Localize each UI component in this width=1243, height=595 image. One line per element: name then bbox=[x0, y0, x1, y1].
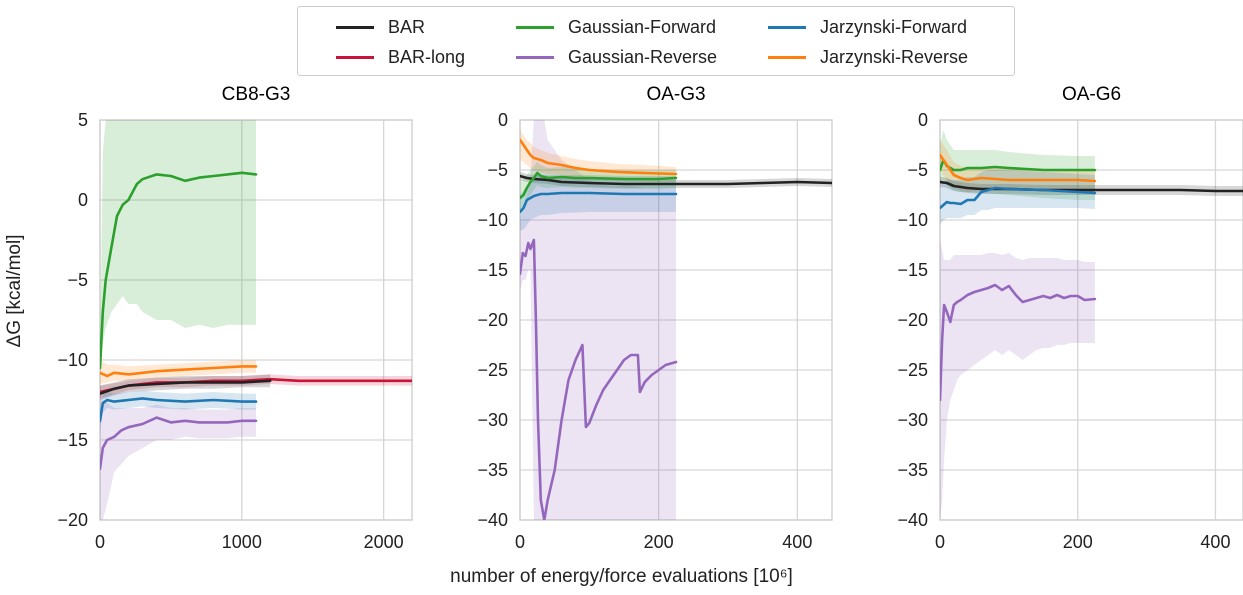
legend-label-bar-long: BAR-long bbox=[388, 46, 466, 67]
panel-title: CB8-G3 bbox=[222, 84, 291, 105]
legend-swatch-jarzynski-forward bbox=[768, 25, 806, 29]
y-tick-label: −5 bbox=[67, 270, 88, 290]
series-line-jarzynski-forward bbox=[100, 397, 258, 423]
series-line-jarzynski-forward bbox=[520, 191, 678, 214]
y-tick-label: −10 bbox=[57, 350, 88, 370]
legend-label-bar: BAR bbox=[388, 16, 426, 37]
y-tick-label: −20 bbox=[897, 310, 928, 330]
panel-data bbox=[940, 130, 1243, 520]
legend-item-gaussian-forward: Gaussian-Forward bbox=[516, 15, 716, 39]
series-line-jarzynski-reverse bbox=[100, 365, 258, 378]
legend-swatch-bar-long bbox=[336, 55, 374, 59]
legend-label-jarzynski-reverse: Jarzynski-Reverse bbox=[820, 46, 969, 67]
y-tick-label: 5 bbox=[78, 110, 88, 130]
y-tick-label: −15 bbox=[897, 260, 928, 280]
series-line-jarzynski-forward bbox=[940, 186, 1097, 210]
y-tick-label: −10 bbox=[477, 210, 508, 230]
y-tick-label: −20 bbox=[477, 310, 508, 330]
figure-canvas: 50−5−10−15−200 1000 2000CB8-G30−5−10−15−20… bbox=[57, 84, 1243, 552]
band-jarzynski-reverse bbox=[100, 360, 256, 384]
y-tick-label: 0 bbox=[498, 110, 508, 130]
legend-swatch-gaussian-forward bbox=[516, 25, 554, 29]
legend-item-gaussian-reverse: Gaussian-Reverse bbox=[516, 45, 717, 69]
y-tick-label: 0 bbox=[918, 110, 928, 130]
panel-oa-g6: 0 −5 −10 −15 −20 −25 −30 −35 −40 0 200 400 OA-G6 bbox=[897, 84, 1243, 552]
band-gaussian-forward bbox=[940, 130, 1095, 200]
y-tick-label: −15 bbox=[477, 260, 508, 280]
x-tick-label: 200 bbox=[644, 532, 674, 552]
y-tick-label: −10 bbox=[897, 210, 928, 230]
series-line-bar bbox=[100, 379, 272, 395]
series-line-bar-long bbox=[100, 377, 412, 394]
series-line-jarzynski-reverse bbox=[520, 138, 678, 176]
y-tick-label: −25 bbox=[897, 360, 928, 380]
series-line-gaussian-reverse bbox=[100, 416, 258, 471]
legend-item-bar-long: BAR-long bbox=[336, 45, 465, 69]
x-tick-label: 200 bbox=[1063, 532, 1093, 552]
y-tick-label: −30 bbox=[897, 410, 928, 430]
band-jarzynski-forward bbox=[520, 175, 676, 230]
legend-swatch-bar bbox=[336, 25, 374, 29]
y-tick-label: −40 bbox=[477, 510, 508, 530]
x-tick-label: 1000 bbox=[222, 532, 262, 552]
band-gaussian-forward bbox=[100, 120, 256, 373]
y-axis-label: ΔG [kcal/mol] bbox=[4, 234, 25, 348]
legend-label-jarzynski-forward: Jarzynski-Forward bbox=[820, 16, 968, 37]
y-tick-label: −25 bbox=[477, 360, 508, 380]
plot-frame bbox=[939, 119, 1243, 521]
series-line-jarzynski-reverse bbox=[940, 153, 1097, 183]
x-tick-label: 0 bbox=[515, 532, 525, 552]
legend-item-bar: BAR bbox=[336, 15, 425, 39]
y-tick-label: −30 bbox=[477, 410, 508, 430]
panel-cb8-g3: 5 0 −5 −10 −15 −20 0 1000 2000 CB8-G3 bbox=[57, 84, 413, 552]
band-gaussian-reverse bbox=[100, 392, 256, 520]
panel-data bbox=[100, 120, 412, 520]
legend-item-jarzynski-reverse: Jarzynski-Reverse bbox=[768, 45, 968, 69]
series-line-gaussian-forward bbox=[100, 171, 258, 370]
legend-swatch-gaussian-reverse bbox=[516, 55, 554, 59]
legend: BAR BAR-long Gaussian-Forward Gaussian-R… bbox=[297, 6, 1015, 76]
y-tick-label: 0 bbox=[78, 190, 88, 210]
x-tick-label: 0 bbox=[935, 532, 945, 552]
plot-frame bbox=[99, 119, 413, 521]
panel-title: OA-G3 bbox=[646, 84, 705, 105]
legend-item-jarzynski-forward: Jarzynski-Forward bbox=[768, 15, 967, 39]
x-tick-label: 400 bbox=[1200, 532, 1230, 552]
series-line-gaussian-reverse bbox=[520, 238, 678, 520]
y-tick-label: −40 bbox=[897, 510, 928, 530]
legend-label-gaussian-reverse: Gaussian-Reverse bbox=[568, 46, 718, 67]
series-line-gaussian-forward bbox=[520, 171, 678, 200]
series-line-gaussian-reverse bbox=[940, 283, 1097, 402]
legend-swatch-jarzynski-reverse bbox=[768, 55, 806, 59]
y-tick-label: −20 bbox=[57, 510, 88, 530]
y-tick-label: −5 bbox=[487, 160, 508, 180]
y-tick-label: −15 bbox=[57, 430, 88, 450]
legend-label-gaussian-forward: Gaussian-Forward bbox=[568, 16, 717, 37]
x-tick-label: 0 bbox=[95, 532, 105, 552]
band-gaussian-reverse bbox=[520, 120, 676, 520]
x-tick-label: 400 bbox=[782, 532, 812, 552]
plot-frame bbox=[519, 119, 833, 521]
x-axis-label: number of energy/force evaluations [10⁶] bbox=[450, 566, 793, 587]
panel-title: OA-G6 bbox=[1062, 84, 1121, 105]
y-tick-label: −35 bbox=[477, 460, 508, 480]
band-jarzynski-forward bbox=[940, 170, 1095, 225]
band-gaussian-reverse bbox=[940, 240, 1095, 520]
panel-data bbox=[520, 120, 832, 520]
y-tick-label: −5 bbox=[907, 160, 928, 180]
band-jarzynski-reverse bbox=[520, 130, 676, 182]
y-tick-label: −35 bbox=[897, 460, 928, 480]
x-tick-label: 2000 bbox=[364, 532, 404, 552]
panel-oa-g3: 0 −5 −10 −15 −20 −25 −30 −35 −40 0 200 400 OA-G3 bbox=[477, 84, 833, 552]
